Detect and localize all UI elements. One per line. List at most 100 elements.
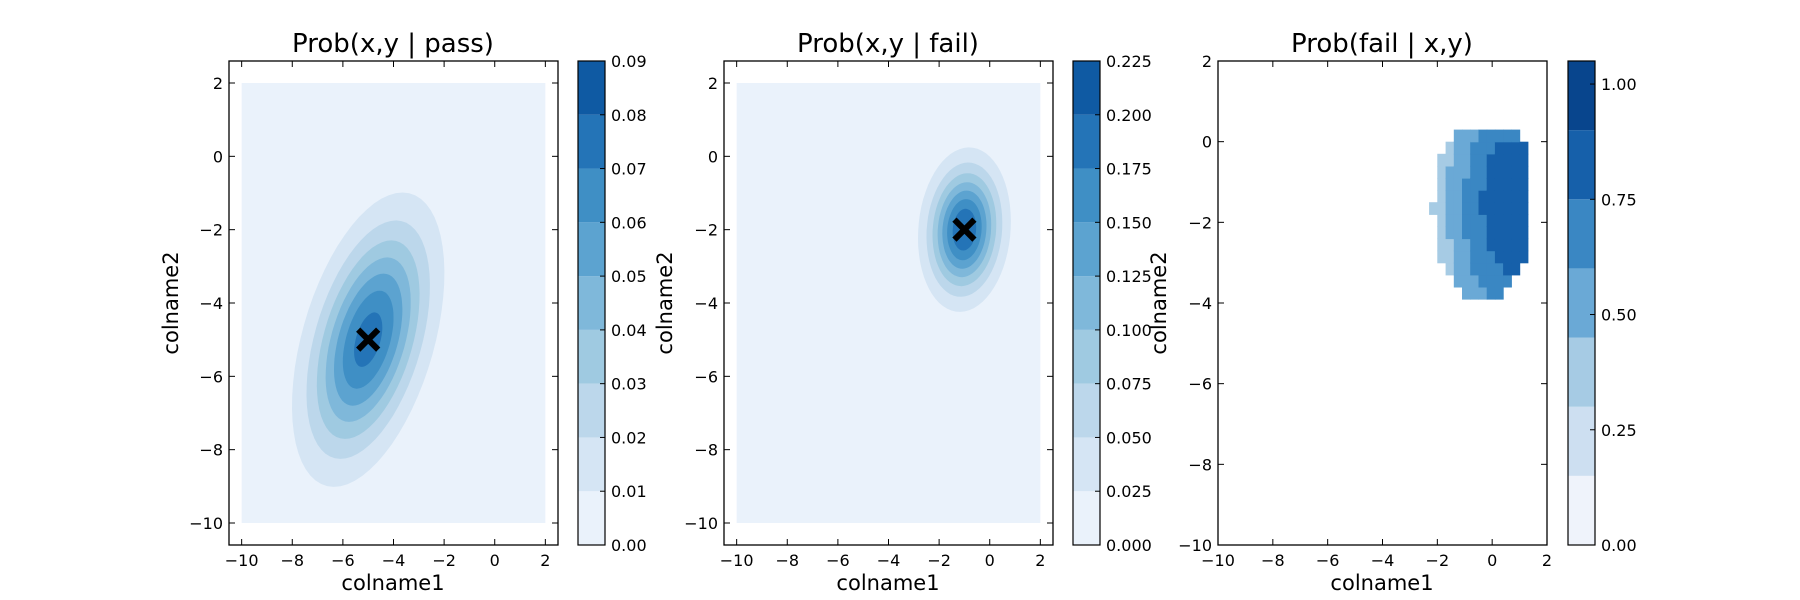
colorbar-tick-label: 0.050 bbox=[1106, 428, 1152, 447]
prob-cell bbox=[1437, 214, 1447, 227]
prob-cell bbox=[1437, 226, 1447, 240]
prob-cell bbox=[1503, 262, 1512, 276]
prob-cell bbox=[1462, 165, 1471, 179]
colorbar-tick-label: 1.00 bbox=[1601, 75, 1637, 94]
prob-cell bbox=[1462, 238, 1471, 252]
prob-cell bbox=[1470, 238, 1479, 252]
colorbar-tick-label: 0.08 bbox=[611, 106, 647, 125]
prob-cell bbox=[1470, 190, 1479, 203]
prob-cell bbox=[1494, 286, 1504, 300]
y-tick-label: −10 bbox=[1178, 536, 1212, 555]
prob-cell bbox=[1486, 286, 1496, 300]
title-fail-given-xy: Prob(fail | x,y) bbox=[1291, 29, 1473, 59]
y-tick-label: −2 bbox=[1188, 213, 1212, 232]
colorbar-segment bbox=[578, 61, 605, 115]
prob-cell bbox=[1494, 214, 1504, 227]
prob-cell bbox=[1494, 190, 1504, 203]
prob-cell bbox=[1486, 153, 1496, 167]
colorbar-tick-label: 0.025 bbox=[1106, 482, 1152, 501]
prob-cell bbox=[1462, 250, 1471, 264]
prob-cell bbox=[1453, 165, 1463, 179]
prob-cell bbox=[1453, 153, 1463, 167]
colorbar-tick-label: 0.01 bbox=[611, 482, 647, 501]
prob-cell bbox=[1486, 165, 1496, 179]
prob-cell bbox=[1462, 262, 1471, 276]
center-marker-fail bbox=[952, 217, 977, 242]
ticks-fail: −10 −8 −6 −4 −2 0 2 −10 −8 −6 −4 −2 0 2 bbox=[684, 61, 1053, 570]
prob-cell bbox=[1511, 202, 1521, 215]
x-tick-label: 0 bbox=[1487, 551, 1497, 570]
y-tick-label: 0 bbox=[1202, 133, 1212, 152]
prob-cell bbox=[1486, 250, 1496, 264]
prob-cell bbox=[1486, 262, 1496, 276]
prob-cell bbox=[1511, 165, 1521, 179]
prob-cell bbox=[1503, 178, 1512, 191]
x-tick-label: −4 bbox=[877, 551, 901, 570]
prob-cell bbox=[1453, 238, 1463, 252]
y-tick-label: 2 bbox=[1202, 52, 1212, 71]
x-tick-label: −10 bbox=[1201, 551, 1235, 570]
colorbar-segment bbox=[578, 222, 605, 277]
prob-cell bbox=[1470, 226, 1479, 240]
prob-cell bbox=[1503, 274, 1512, 288]
prob-cell bbox=[1470, 274, 1479, 288]
prob-cell bbox=[1478, 286, 1488, 300]
prob-cell bbox=[1486, 202, 1496, 215]
prob-cell bbox=[1429, 202, 1438, 215]
prob-cell bbox=[1478, 165, 1488, 179]
prob-cell bbox=[1511, 153, 1521, 167]
prob-cell bbox=[1453, 141, 1463, 155]
y-tick-label: −6 bbox=[694, 367, 718, 386]
colorbar-segment bbox=[578, 329, 605, 384]
x-tick-label: −6 bbox=[826, 551, 850, 570]
prob-cell bbox=[1494, 226, 1504, 240]
x-tick-label: −6 bbox=[1316, 551, 1340, 570]
prob-cell bbox=[1445, 141, 1455, 155]
panel-fail-given-xy: −10 −8 −6 −4 −2 0 2 −10 −8 −6 −4 −2 0 2 Prob(fail | x… bbox=[1147, 29, 1637, 595]
prob-cell bbox=[1511, 226, 1521, 240]
prob-cell bbox=[1486, 178, 1496, 191]
prob-cell bbox=[1437, 190, 1447, 203]
prob-cell bbox=[1519, 250, 1529, 264]
prob-cell bbox=[1470, 165, 1479, 179]
prob-cell bbox=[1478, 141, 1488, 155]
x-tick-label: 0 bbox=[985, 551, 995, 570]
colorbar-segment bbox=[1568, 475, 1595, 545]
colorbar-tick-label: 0.06 bbox=[611, 213, 647, 232]
prob-cell bbox=[1511, 238, 1521, 252]
colorbar-segment bbox=[578, 276, 605, 330]
prob-cell bbox=[1453, 202, 1463, 215]
x-tick-label: −8 bbox=[1261, 551, 1285, 570]
colorbar-segment bbox=[1073, 61, 1100, 115]
prob-cell bbox=[1519, 178, 1529, 191]
prob-cell bbox=[1437, 202, 1447, 215]
prob-cell bbox=[1503, 238, 1512, 252]
prob-cell bbox=[1494, 274, 1504, 288]
prob-cell bbox=[1470, 178, 1479, 191]
colorbar-tick-label: 0.07 bbox=[611, 160, 647, 179]
prob-cell bbox=[1511, 262, 1521, 276]
prob-cell bbox=[1478, 178, 1488, 191]
colorbar-tick-label: 0.000 bbox=[1106, 536, 1152, 555]
prob-cell bbox=[1470, 153, 1479, 167]
prob-cell bbox=[1519, 190, 1529, 203]
colorbar-tick-label: 0.175 bbox=[1106, 160, 1152, 179]
prob-cell bbox=[1503, 226, 1512, 240]
prob-cell bbox=[1462, 214, 1471, 227]
prob-cell bbox=[1511, 250, 1521, 264]
prob-cell bbox=[1437, 250, 1447, 264]
prob-cell bbox=[1437, 178, 1447, 191]
ticks-fail-given-xy: −10 −8 −6 −4 −2 0 2 −10 −8 −6 −4 −2 0 2 bbox=[1178, 52, 1552, 570]
colorbar-tick-label: 0.150 bbox=[1106, 213, 1152, 232]
xlabel-fail-given-xy: colname1 bbox=[1330, 571, 1433, 595]
prob-cell bbox=[1462, 202, 1471, 215]
prob-cell bbox=[1511, 214, 1521, 227]
prob-cell bbox=[1453, 274, 1463, 288]
x-tick-label: −8 bbox=[775, 551, 799, 570]
colorbar-segment bbox=[1073, 114, 1100, 169]
colorbar-segment bbox=[1073, 329, 1100, 384]
prob-cell bbox=[1494, 129, 1504, 143]
ticks-pass: −10 −8 −6 −4 −2 0 2 −10 −8 −6 −4 −2 0 2 bbox=[189, 61, 558, 570]
colorbar-frame bbox=[1567, 60, 1596, 546]
x-tick-label: 2 bbox=[540, 551, 550, 570]
